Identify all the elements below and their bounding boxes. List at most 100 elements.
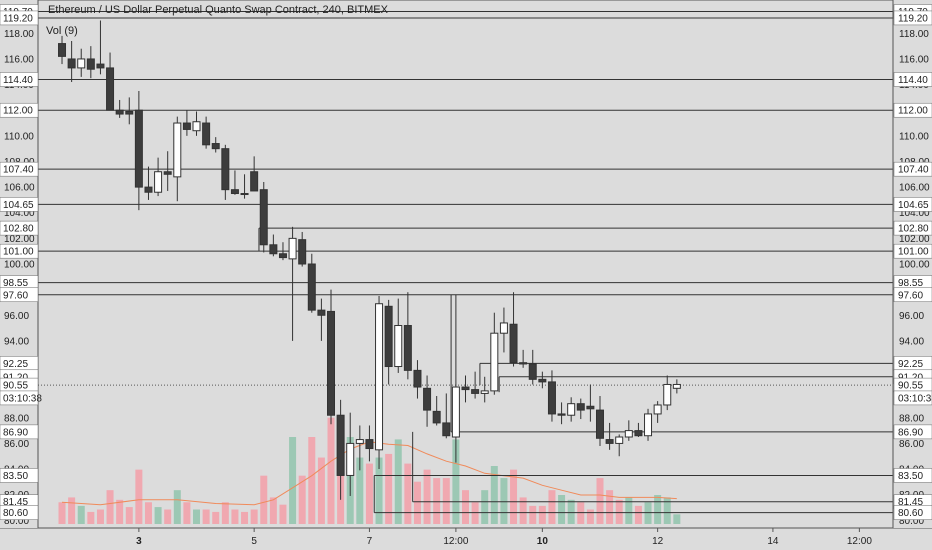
price-tag-right (893, 390, 932, 406)
volume-bar (471, 502, 479, 524)
x-tick-label: 12:00 (847, 536, 872, 547)
candle-body (182, 122, 191, 130)
price-tag-label-left: 90.55 (3, 381, 28, 392)
volume-bar (279, 504, 287, 524)
plot-area (37, 0, 894, 529)
candle-body (106, 67, 115, 111)
candles (58, 20, 681, 500)
candle-body (298, 239, 307, 265)
price-tag-label-right: 92.25 (898, 359, 923, 370)
candle-body (490, 332, 499, 392)
volume-bar (308, 437, 316, 524)
volume-bar (519, 497, 527, 524)
volume-bar (125, 507, 133, 524)
volume-bar (269, 497, 277, 524)
candle-body (615, 436, 624, 444)
x-tick-label: 7 (367, 536, 373, 547)
price-tag-label-right: 102.80 (898, 224, 929, 235)
volume-bar (385, 453, 393, 524)
y-tick-label-right: 86.00 (899, 439, 924, 450)
volume-bar (644, 502, 652, 524)
candle-body (259, 189, 268, 246)
price-tag-right (893, 220, 932, 236)
price-tag-right (893, 161, 932, 177)
candle-body (576, 403, 585, 411)
volume-bar (356, 457, 364, 524)
volume-indicator-label: Vol (9) (46, 25, 78, 37)
candle-body (154, 171, 163, 193)
volume-bar (500, 478, 508, 524)
candle-body (509, 323, 518, 364)
y-tick-label-right: 116.00 (899, 54, 929, 65)
volume-bar (317, 457, 325, 524)
price-tag-label-right: 81.45 (898, 497, 923, 508)
candle-body (605, 439, 614, 444)
price-tag-label-left: 80.60 (3, 508, 28, 519)
y-tick-label-right: 80.00 (899, 516, 924, 527)
volume-bar (538, 505, 546, 524)
y-tick-label-left: 110.00 (4, 131, 34, 142)
candle-body (115, 109, 124, 115)
price-tag-left (0, 10, 39, 26)
volume-bar (241, 511, 249, 524)
price-tag-label-right: 03:10:38 (898, 393, 932, 404)
candle-body (461, 386, 470, 391)
candle-body (269, 244, 278, 255)
volume-bar (202, 509, 210, 524)
horizontal-levels[interactable] (38, 11, 893, 514)
candle-body (423, 387, 432, 411)
candle-body (672, 383, 681, 389)
y-tick-label-right: 88.00 (899, 413, 924, 424)
volume-bar (423, 469, 431, 524)
candle-body (307, 263, 316, 311)
candle-body (125, 110, 134, 115)
candle-body (663, 383, 672, 406)
y-tick-label-right: 94.00 (899, 336, 924, 347)
y-tick-label-left: 102.00 (4, 234, 35, 245)
price-tag-label-left: 86.90 (3, 427, 28, 438)
price-tag-left (0, 424, 39, 440)
candle-body (586, 405, 595, 410)
volume-bar (442, 478, 450, 524)
right-axis-bg (893, 0, 932, 528)
price-tag-label-right: 90.55 (898, 381, 923, 392)
volume-bar (164, 509, 172, 524)
volume-bar (327, 417, 335, 524)
volume-bar (654, 495, 662, 524)
price-tag-right (893, 197, 932, 212)
x-tick-label: 12 (652, 536, 664, 547)
candle-body (58, 43, 67, 57)
price-tag-label-right: 107.40 (898, 165, 929, 176)
candle-body (480, 390, 489, 394)
volume-bar (77, 505, 85, 524)
candle-body (595, 409, 604, 439)
candle-body (471, 389, 480, 394)
volume-bar (586, 509, 594, 524)
price-tag-label-left: 104.65 (3, 200, 34, 211)
volume-bar (193, 509, 201, 524)
y-tick-label-left: 118.00 (4, 29, 34, 40)
volume-bar (606, 490, 614, 524)
volume-bar (634, 505, 642, 524)
volume-bar (144, 502, 152, 524)
price-tag-label-right: 119.20 (898, 13, 928, 24)
y-tick-label-left: 116.00 (4, 54, 34, 65)
price-tag-label-right: 98.55 (898, 278, 923, 289)
candle-body (144, 186, 153, 193)
volume-bar (375, 457, 383, 524)
candle-body (327, 310, 336, 416)
volume-bar (135, 469, 143, 524)
volume-bar (462, 490, 469, 524)
volume-bar (548, 490, 556, 524)
candle-body (86, 58, 95, 70)
y-tick-label-left: 94.00 (4, 336, 29, 347)
candle-body (403, 325, 412, 371)
candle-body (413, 369, 422, 388)
candle-body (644, 413, 653, 437)
volume-bar (673, 514, 681, 524)
volume-bar (452, 439, 460, 524)
volume-bar (106, 490, 114, 524)
volume-bar (596, 478, 604, 524)
